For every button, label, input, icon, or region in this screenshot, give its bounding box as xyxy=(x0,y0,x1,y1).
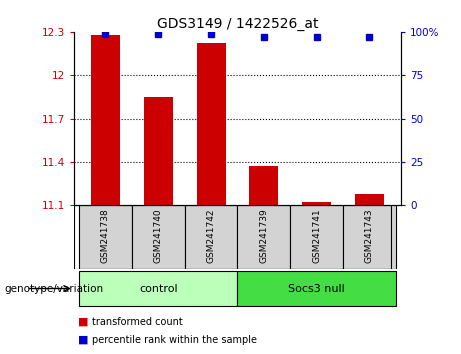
Bar xyxy=(355,194,384,205)
Bar xyxy=(237,205,290,269)
Text: ■: ■ xyxy=(78,335,89,345)
Bar xyxy=(144,97,173,205)
Bar xyxy=(79,205,132,269)
Title: GDS3149 / 1422526_at: GDS3149 / 1422526_at xyxy=(157,17,318,31)
Text: GSM241738: GSM241738 xyxy=(101,209,110,263)
Bar xyxy=(302,202,331,205)
Text: GSM241742: GSM241742 xyxy=(207,209,216,263)
Text: GSM241743: GSM241743 xyxy=(365,209,374,263)
Bar xyxy=(196,44,225,205)
Text: genotype/variation: genotype/variation xyxy=(5,284,104,293)
Bar xyxy=(290,205,343,269)
Text: GSM241739: GSM241739 xyxy=(259,209,268,263)
Text: Socs3 null: Socs3 null xyxy=(288,284,345,293)
Bar xyxy=(132,205,184,269)
Bar xyxy=(184,205,237,269)
Text: percentile rank within the sample: percentile rank within the sample xyxy=(92,335,257,345)
Text: GSM241741: GSM241741 xyxy=(312,209,321,263)
Text: GSM241740: GSM241740 xyxy=(154,209,163,263)
Bar xyxy=(249,166,278,205)
Bar xyxy=(237,271,396,306)
Text: control: control xyxy=(139,284,177,293)
Text: transformed count: transformed count xyxy=(92,317,183,327)
Text: ■: ■ xyxy=(78,317,89,327)
Bar xyxy=(343,205,396,269)
Bar xyxy=(91,35,120,205)
Bar xyxy=(79,271,237,306)
